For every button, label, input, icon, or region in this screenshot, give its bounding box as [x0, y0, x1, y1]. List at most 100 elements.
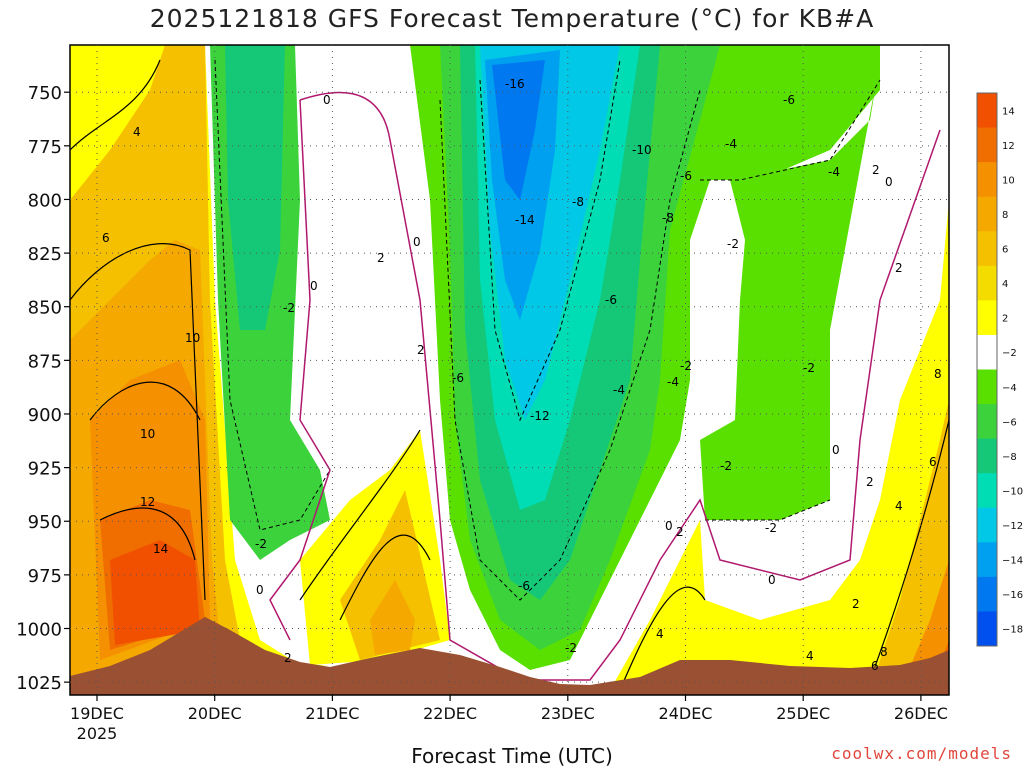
contour-label: -14	[515, 213, 535, 227]
contour-label: 2	[284, 651, 292, 665]
contour-labels: 0 0 0 0 0 0 0 0 -2 -2 -2 -2 -2 -2 -2 -2 …	[102, 77, 942, 673]
chart-title: 2025121818 GFS Forecast Temperature (°C)…	[149, 4, 875, 33]
x-tick-label: 26DEC	[894, 704, 948, 723]
contour-label: -4	[667, 375, 679, 389]
colorbar-swatch	[977, 404, 997, 440]
colorbar-swatch	[977, 369, 997, 405]
credit-link[interactable]: coolwx.com/models	[831, 744, 1012, 763]
x-tick-label: 23DEC	[541, 704, 595, 723]
contour-label: -2	[727, 237, 739, 251]
contour-label: -2	[765, 521, 777, 535]
contour-label: 0	[413, 235, 421, 249]
contour-label: 0	[310, 279, 318, 293]
y-tick-label: 800	[28, 190, 62, 211]
x-tick-label: 25DEC	[776, 704, 830, 723]
contour-label: -6	[605, 293, 617, 307]
y-tick-label: 975	[28, 566, 62, 587]
grid	[70, 45, 949, 695]
y-tick-label: 875	[28, 351, 62, 372]
colorbar-label: −6	[1002, 417, 1017, 428]
contour-label: -12	[530, 409, 550, 423]
contour-label: -4	[725, 137, 737, 151]
contour-label: -2	[283, 301, 295, 315]
contour-label: -2	[255, 537, 267, 551]
contour-label: -10	[632, 143, 652, 157]
contour-label: -2	[680, 359, 692, 373]
contour-label: 0	[323, 93, 331, 107]
colorbar-label: 4	[1002, 279, 1008, 290]
contour-label: 2	[852, 597, 860, 611]
contour-label: -6	[452, 371, 464, 385]
colorbar-swatch	[977, 127, 997, 163]
colorbar-swatch	[977, 93, 997, 129]
contour-label: 10	[140, 427, 155, 441]
colorbar-swatch	[977, 231, 997, 267]
colorbar-label: −14	[1002, 556, 1023, 567]
colorbar-label: 6	[1002, 245, 1008, 256]
colorbar-swatch	[977, 507, 997, 543]
colorbar-label: −12	[1002, 521, 1023, 532]
x-axis: 19DEC 20DEC 21DEC 22DEC 23DEC 24DEC 25DEC 26DEC…	[70, 695, 948, 743]
y-axis: 750 775 800 825 850 875 900 925 950 975 1000 1025	[16, 83, 70, 694]
colorbar-swatch	[977, 265, 997, 301]
contour-label: 4	[133, 125, 141, 139]
colorbar-label: −4	[1002, 383, 1017, 394]
colorbar-label: 2	[1002, 314, 1008, 325]
x-tick-label: 19DEC	[70, 704, 124, 723]
y-tick-label: 750	[28, 83, 62, 104]
contour-label: 12	[140, 495, 155, 509]
contour-label: 2	[872, 163, 880, 177]
contour-label: 0	[832, 443, 840, 457]
colorbar-swatch	[977, 162, 997, 198]
contour-label: 14	[153, 542, 168, 556]
y-tick-label: 1000	[16, 619, 62, 640]
colorbar-label: 8	[1002, 210, 1008, 221]
colorbar: 14 12 10 8 6 4 2 −2 −4 −6 −8 −10 −12 −14 −16 −18	[976, 92, 1023, 647]
colorbar-label: −10	[1002, 486, 1023, 497]
contour-label: 2	[866, 475, 874, 489]
contour-label: -16	[505, 77, 525, 91]
y-tick-label: 925	[28, 459, 62, 480]
x-tick-label: 20DEC	[188, 704, 242, 723]
colorbar-label: 12	[1002, 141, 1015, 152]
contour-label: 0	[665, 519, 673, 533]
contour-label: 2	[676, 525, 684, 539]
y-tick-label: 825	[28, 244, 62, 265]
y-tick-label: 950	[28, 512, 62, 533]
contour-label: 2	[377, 251, 385, 265]
y-tick-label: 850	[28, 298, 62, 319]
contour-label: -2	[803, 361, 815, 375]
colorbar-label: −2	[1002, 348, 1017, 359]
contour-label: 0	[768, 573, 776, 587]
colorbar-label: −18	[1002, 625, 1023, 636]
plot-frame	[69, 44, 950, 696]
y-tick-label: 1025	[16, 673, 62, 694]
colorbar-swatch	[977, 438, 997, 474]
contour-label: 4	[656, 627, 664, 641]
y-tick-label: 900	[28, 405, 62, 426]
temperature-field	[70, 45, 949, 695]
contour-label: -6	[680, 169, 692, 183]
colorbar-label: 14	[1002, 106, 1015, 117]
contour-label: -4	[613, 383, 625, 397]
contour-label: 10	[185, 331, 200, 345]
contour-label: -8	[662, 211, 674, 225]
contour-label: 2	[895, 261, 903, 275]
contour-label: 6	[102, 231, 110, 245]
colorbar-swatch	[977, 196, 997, 232]
colorbar-swatch	[977, 334, 997, 370]
contour-label: -6	[518, 579, 530, 593]
x-axis-title: Forecast Time (UTC)	[411, 744, 613, 768]
colorbar-swatch	[977, 473, 997, 509]
contour-label: 2	[417, 343, 425, 357]
colorbar-swatch	[977, 576, 997, 612]
contour-label: -4	[828, 165, 840, 179]
x-year-label: 2025	[77, 724, 118, 743]
contour-label: -2	[565, 641, 577, 655]
contour-label: 8	[934, 367, 942, 381]
colorbar-swatch	[977, 542, 997, 578]
x-tick-label: 22DEC	[423, 704, 477, 723]
contour-label: 4	[806, 649, 814, 663]
x-tick-label: 24DEC	[659, 704, 713, 723]
